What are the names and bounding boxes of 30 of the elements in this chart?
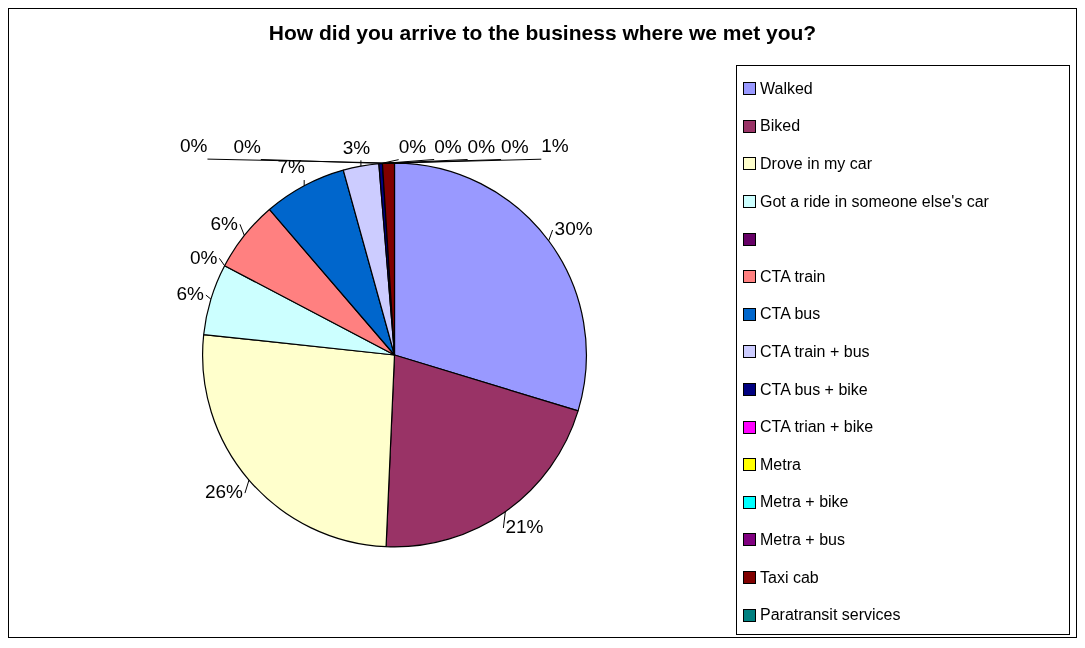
data-label: 26% xyxy=(204,481,244,503)
text: 0% xyxy=(434,135,462,157)
legend-label: Paratransit services xyxy=(760,606,901,625)
text: 0% xyxy=(180,135,208,157)
text: 0% xyxy=(501,135,529,157)
legend-label: Metra + bus xyxy=(760,530,845,549)
data-label: 3% xyxy=(342,136,371,158)
legend-label: Got a ride in someone else's car xyxy=(760,192,989,211)
text: 0% xyxy=(189,246,218,268)
legend-label: CTA bus xyxy=(760,305,821,324)
data-label: 7% xyxy=(277,156,305,178)
chart-title: How did you arrive to the business where we met you? xyxy=(267,21,818,45)
legend-label: Walked xyxy=(760,79,813,98)
legend-label: CTA bus + bike xyxy=(760,380,868,399)
legend-label: CTA train + bus xyxy=(760,342,870,361)
data-label: 21% xyxy=(505,516,544,538)
data-label: 0% xyxy=(398,135,427,157)
text: 0% xyxy=(467,135,496,157)
legend-label: Metra + bike xyxy=(760,493,849,512)
legend-label: Taxi cab xyxy=(760,568,819,587)
data-label: 6% xyxy=(210,212,239,234)
legend-label: Drove in my car xyxy=(760,154,873,173)
data-label: 6% xyxy=(176,283,204,305)
legend-label: CTA trian + bike xyxy=(760,418,874,437)
legend-label: Biked xyxy=(760,117,801,136)
text: 0% xyxy=(233,135,261,157)
legend-label: CTA train xyxy=(760,267,826,286)
legend-label: Metra xyxy=(760,455,801,474)
data-label: 1% xyxy=(541,135,569,157)
data-label: 30% xyxy=(554,218,593,240)
